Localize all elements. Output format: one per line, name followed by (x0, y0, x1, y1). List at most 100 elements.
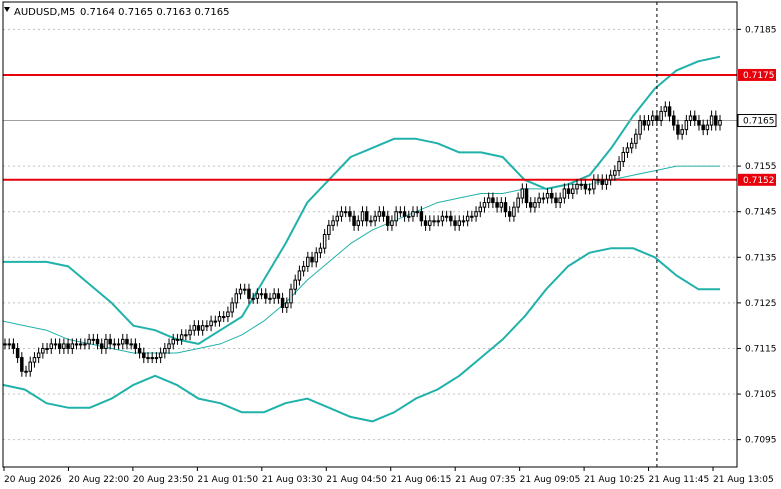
y-tick-label: 0.7155 (745, 162, 777, 172)
candle (200, 320, 205, 336)
candle-body (398, 211, 403, 214)
candle-body (697, 120, 701, 126)
candle (373, 210, 377, 227)
candle (70, 338, 75, 354)
candle (83, 338, 87, 350)
candle (150, 352, 154, 364)
candle (528, 197, 533, 213)
candle (57, 338, 62, 354)
candle-body (503, 202, 508, 213)
candle-body (478, 206, 483, 213)
candle (524, 183, 529, 209)
candle-body (230, 302, 234, 313)
candle-body (125, 338, 129, 345)
candle (667, 101, 672, 122)
candle (242, 283, 247, 295)
candle-body (7, 343, 11, 346)
candle-body (104, 338, 108, 349)
candle-body (457, 220, 461, 226)
candle-body (499, 202, 504, 208)
candle (583, 178, 588, 195)
candle-body (121, 338, 125, 345)
candle-body (352, 215, 356, 226)
candle-body (41, 347, 45, 354)
candle-body (617, 161, 621, 172)
candle (571, 183, 575, 199)
bollinger-bands (2, 55, 721, 423)
candle (352, 210, 356, 231)
candle (634, 128, 638, 149)
candle (32, 352, 37, 368)
candle-body (465, 215, 470, 222)
candle-body (663, 106, 668, 112)
y-tick-label: 0.7095 (745, 436, 777, 446)
candle-body (272, 293, 276, 299)
candle (507, 206, 512, 222)
candle (158, 347, 163, 364)
x-tick-label: 20 Aug 2026 (4, 475, 62, 485)
candle-body (167, 343, 171, 349)
candle (293, 274, 297, 295)
candle (385, 210, 390, 231)
candle (491, 192, 495, 209)
candle-body (440, 215, 445, 222)
candle (171, 333, 175, 350)
candle (423, 215, 428, 231)
candle-body (407, 215, 411, 218)
candle-body (369, 220, 373, 223)
candle-body (545, 192, 550, 199)
candle (701, 119, 705, 136)
candle-body (360, 211, 365, 222)
candle (642, 115, 647, 131)
candle-body (196, 325, 201, 331)
candle-body (587, 188, 592, 191)
candle (444, 210, 449, 222)
candle (432, 215, 436, 227)
x-tick-label: 21 Aug 06:15 (391, 475, 452, 485)
candle (276, 288, 281, 304)
candle-body (621, 151, 626, 163)
candle-body (579, 183, 583, 186)
candle (280, 292, 285, 313)
candle (87, 333, 91, 350)
candle-body (655, 115, 659, 122)
candle-body (318, 247, 323, 254)
price-level-tag (738, 173, 776, 186)
candle-body (604, 179, 609, 185)
candle-body (381, 211, 386, 217)
candle (621, 146, 626, 168)
candle (495, 197, 499, 213)
y-tick-label: 0.7185 (745, 25, 777, 35)
candle (133, 338, 138, 354)
candle (146, 352, 150, 364)
candle (638, 115, 642, 140)
candle (125, 333, 129, 350)
candle (562, 183, 567, 204)
candle-body (541, 197, 546, 200)
chart-axes (2, 1, 741, 471)
triangle-down-icon[interactable] (4, 7, 10, 12)
candle (604, 174, 609, 190)
candle (41, 343, 45, 359)
candle (255, 288, 260, 304)
candle (301, 260, 306, 277)
candle-body (301, 265, 306, 272)
candle (234, 288, 239, 309)
candle-body (142, 352, 146, 359)
candle (407, 210, 411, 222)
candle-body (550, 192, 554, 199)
candle (247, 283, 251, 304)
candle (390, 215, 394, 231)
candle (213, 315, 218, 327)
candle-body (592, 179, 596, 190)
candle (95, 333, 100, 350)
candle (558, 192, 562, 209)
candle-body (516, 197, 520, 208)
candle-body (453, 220, 457, 226)
candle-body (608, 174, 613, 181)
candle-body (461, 220, 466, 223)
candle (600, 174, 604, 190)
candle-body (432, 220, 436, 223)
horizontal-levels[interactable]: 0.7175 0.7152 0.7165 (3, 68, 777, 186)
